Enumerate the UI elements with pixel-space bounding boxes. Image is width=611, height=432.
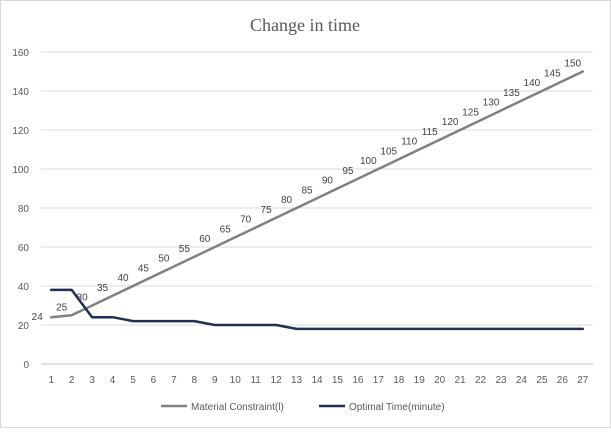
data-label: 135	[503, 88, 520, 99]
x-tick-label: 13	[291, 375, 303, 386]
data-label: 80	[281, 195, 293, 206]
x-tick-label: 9	[212, 375, 218, 386]
legend-item-1: Material Constraint(l)	[161, 402, 284, 413]
y-tick-label: 40	[18, 282, 30, 293]
x-tick-label: 8	[192, 375, 198, 386]
x-tick-label: 22	[475, 375, 487, 386]
x-tick-label: 16	[352, 375, 364, 386]
legend-label: Optimal Time(minute)	[349, 402, 445, 413]
x-tick-label: 11	[250, 375, 261, 386]
x-tick-label: 19	[414, 375, 426, 386]
y-axis-ticks: 0 20 40 60 80 100 120 140 160	[12, 48, 29, 371]
x-tick-label: 17	[373, 375, 385, 386]
y-tick-label: 160	[12, 48, 29, 59]
x-tick-label: 4	[110, 375, 116, 386]
x-axis-ticks: 1 2 3 4 5 6 7 8 9 10 11 12 13 14 15 16 17 18 19 20 21 22 23 24 2…	[48, 375, 588, 386]
data-label: 105	[380, 146, 397, 157]
legend-item-2: Optimal Time(minute)	[319, 402, 445, 413]
x-tick-label: 12	[271, 375, 283, 386]
data-label: 40	[117, 273, 129, 284]
series-lines	[49, 70, 585, 331]
data-label: 125	[462, 107, 479, 118]
y-tick-label: 120	[12, 126, 29, 137]
data-label: 150	[564, 59, 581, 70]
x-tick-label: 14	[311, 375, 323, 386]
legend-label: Material Constraint(l)	[191, 402, 284, 413]
y-tick-label: 20	[18, 321, 30, 332]
legend: Material Constraint(l) Optimal Time(minut…	[161, 402, 445, 413]
x-tick-label: 25	[536, 375, 548, 386]
y-tick-label: 100	[12, 165, 29, 176]
x-tick-label: 6	[151, 375, 157, 386]
x-tick-label: 5	[130, 375, 136, 386]
data-label: 90	[322, 176, 334, 187]
data-label: 145	[544, 68, 561, 79]
y-tick-label: 0	[23, 360, 29, 371]
data-label: 45	[138, 263, 150, 274]
data-label: 85	[301, 185, 313, 196]
y-tick-label: 60	[18, 243, 30, 254]
x-tick-label: 20	[434, 375, 446, 386]
data-label: 70	[240, 215, 252, 226]
data-label: 35	[97, 283, 109, 294]
x-tick-label: 7	[171, 375, 177, 386]
data-label: 100	[360, 156, 377, 167]
series-line-2	[49, 288, 585, 331]
x-tick-label: 18	[393, 375, 405, 386]
x-tick-label: 3	[89, 375, 95, 386]
x-tick-label: 15	[332, 375, 344, 386]
data-label: 75	[261, 205, 273, 216]
x-tick-label: 23	[495, 375, 507, 386]
data-label: 120	[442, 117, 459, 128]
data-label: 95	[342, 166, 354, 177]
x-tick-label: 2	[69, 375, 75, 386]
data-label: 55	[179, 244, 191, 255]
data-label: 50	[158, 254, 170, 265]
x-tick-label: 26	[557, 375, 569, 386]
chart-title: Change in time	[250, 15, 360, 35]
data-label: 60	[199, 234, 211, 245]
y-tick-label: 140	[12, 87, 29, 98]
series-line-1	[49, 70, 585, 319]
data-label: 110	[401, 137, 417, 148]
data-label: 65	[220, 224, 232, 235]
gridlines	[41, 51, 593, 365]
data-label: 30	[77, 293, 89, 304]
x-tick-label: 10	[230, 375, 242, 386]
x-tick-label: 24	[516, 375, 528, 386]
data-label: 24	[32, 312, 44, 323]
x-tick-label: 27	[577, 375, 589, 386]
y-tick-label: 80	[18, 204, 30, 215]
x-tick-label: 1	[48, 375, 54, 386]
data-label: 140	[524, 78, 541, 89]
x-tick-label: 21	[455, 375, 467, 386]
data-label: 130	[483, 98, 500, 109]
data-label: 115	[422, 127, 438, 138]
data-label: 25	[56, 302, 68, 313]
